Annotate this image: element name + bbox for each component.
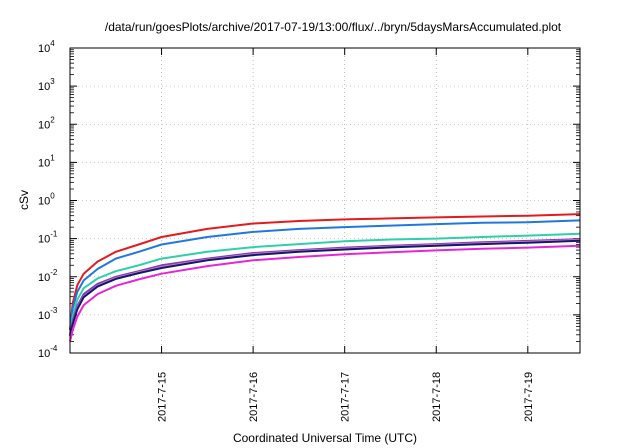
- series-line-3: [69, 232, 581, 335]
- series-line-7: [69, 244, 581, 342]
- series-group: [69, 213, 581, 342]
- series-line-5: [69, 239, 581, 336]
- x-tick-label: 2017-7-15: [157, 372, 169, 422]
- series-line-6: [69, 239, 581, 337]
- y-tick-labels: 10-4 10-3 10-2 10-1 100 101 102 103 104: [38, 39, 58, 360]
- y-axis-label: cSv: [17, 190, 31, 210]
- grid: [70, 48, 580, 353]
- x-tick-label: 2017-7-17: [340, 372, 352, 422]
- y-tick-label: 101: [38, 153, 55, 169]
- chart-title: /data/run/goesPlots/archive/2017-07-19/1…: [105, 20, 562, 34]
- y-tick-label: 10-2: [38, 268, 58, 284]
- x-tick-label: 2017-7-16: [248, 372, 260, 422]
- y-tick-label: 10-4: [38, 344, 58, 360]
- x-axis-label: Coordinated Universal Time (UTC): [233, 431, 417, 445]
- series-line-4: [69, 238, 581, 335]
- y-tick-label: 104: [38, 39, 55, 55]
- series-line-1: [69, 213, 581, 331]
- y-tick-label: 102: [38, 115, 55, 131]
- y-tick-label: 10-3: [38, 306, 58, 322]
- x-tick-labels: 2017-7-15 2017-7-16 2017-7-17 2017-7-18 2017…: [157, 372, 535, 422]
- x-tick-label: 2017-7-19: [523, 372, 535, 422]
- y-tick-label: 10-1: [38, 230, 58, 246]
- series-line-2: [69, 219, 581, 331]
- y-tick-label: 100: [38, 192, 55, 208]
- y-tick-label: 103: [38, 77, 55, 93]
- plot-frame: [69, 47, 581, 354]
- x-tick-label: 2017-7-18: [431, 372, 443, 422]
